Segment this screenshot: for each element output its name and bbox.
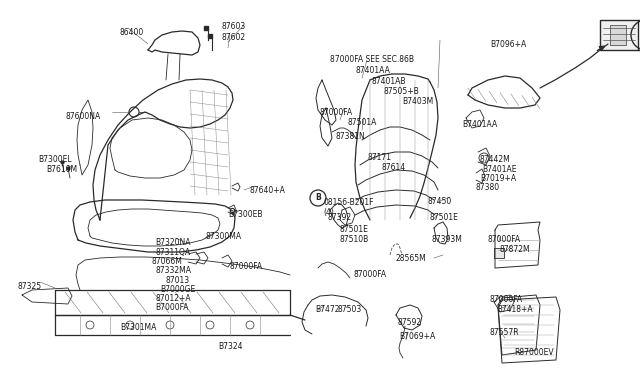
Text: 87000FA: 87000FA [490,295,523,304]
Text: B7019+A: B7019+A [480,174,516,183]
Text: 87000FA: 87000FA [353,270,386,279]
Text: B7301MA: B7301MA [120,323,156,332]
Text: 87557R: 87557R [490,328,520,337]
Text: (4): (4) [323,208,334,217]
Text: 87600NA: 87600NA [66,112,101,121]
Text: 87418+A: 87418+A [497,305,532,314]
Text: 87501A: 87501A [348,118,378,127]
Text: 87510B: 87510B [340,235,369,244]
Text: 87380: 87380 [476,183,500,192]
Text: 87603: 87603 [222,22,246,31]
Text: 87393M: 87393M [432,235,463,244]
Polygon shape [494,248,504,258]
Text: B: B [315,193,321,202]
Text: 87505+B: 87505+B [384,87,420,96]
FancyBboxPatch shape [600,20,638,50]
Text: 87311QA: 87311QA [155,248,190,257]
Text: 87503: 87503 [338,305,362,314]
Text: B7610M: B7610M [46,165,77,174]
Text: 87000FA SEE SEC.86B: 87000FA SEE SEC.86B [330,55,414,64]
Text: 87602: 87602 [222,33,246,42]
Text: B7300EL: B7300EL [38,155,72,164]
Text: 87872M: 87872M [499,245,530,254]
Text: 87171: 87171 [368,153,392,162]
Text: R87000EV: R87000EV [514,348,554,357]
Text: 87501E: 87501E [340,225,369,234]
Text: 87401AB: 87401AB [372,77,406,86]
Text: 08156-B201F: 08156-B201F [323,198,374,207]
Text: 87000FA: 87000FA [320,108,353,117]
FancyBboxPatch shape [610,25,626,45]
Text: 87300MA: 87300MA [206,232,242,241]
Text: B7320NA: B7320NA [155,238,191,247]
Text: B7401AA: B7401AA [462,120,497,129]
Text: 86400: 86400 [120,28,144,37]
Text: 87066M: 87066M [152,257,183,266]
Text: 87450: 87450 [427,197,451,206]
Text: 87640+A: 87640+A [249,186,285,195]
Text: 87501E: 87501E [430,213,459,222]
Text: B7324: B7324 [218,342,243,351]
Text: B7403M: B7403M [402,97,433,106]
Text: 87381N: 87381N [335,132,365,141]
Text: 87332MA: 87332MA [155,266,191,275]
Text: B7300EB: B7300EB [228,210,262,219]
Text: B7000FA: B7000FA [155,303,189,312]
Text: B7472: B7472 [315,305,339,314]
Text: B7401AE: B7401AE [482,165,516,174]
Text: B7000GE: B7000GE [160,285,195,294]
Text: 87614: 87614 [382,163,406,172]
Text: 87325: 87325 [18,282,42,291]
Text: 87000FA: 87000FA [230,262,263,271]
Text: B7096+A: B7096+A [490,40,526,49]
Text: 87013: 87013 [166,276,190,285]
Text: 87401AA: 87401AA [355,66,390,75]
Text: 87392: 87392 [328,213,352,222]
Text: 28565M: 28565M [396,254,427,263]
Text: 87442M: 87442M [479,155,509,164]
Text: 87592: 87592 [397,318,421,327]
Text: 87012+A: 87012+A [155,294,191,303]
Text: B7069+A: B7069+A [399,332,435,341]
Text: 87000FA: 87000FA [487,235,520,244]
